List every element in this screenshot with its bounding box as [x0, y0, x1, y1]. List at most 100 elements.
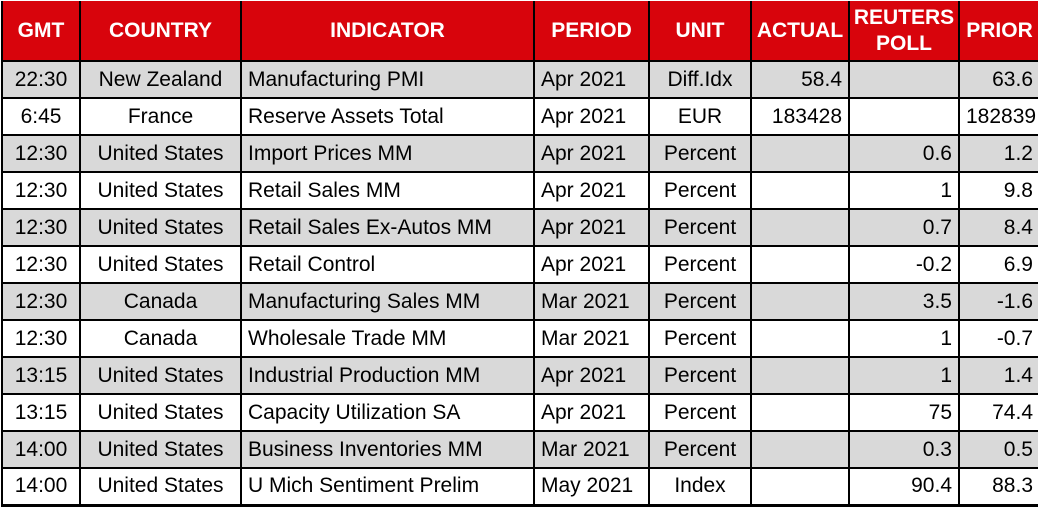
cell-unit: Percent: [648, 282, 752, 321]
header-prior: PRIOR: [958, 1, 1038, 62]
cell-actual: [750, 134, 850, 173]
cell-actual: [750, 208, 850, 247]
cell-unit: EUR: [648, 97, 752, 136]
cell-gmt: 12:30: [1, 319, 81, 358]
cell-gmt: 12:30: [1, 282, 81, 321]
cell-country: United States: [79, 208, 242, 247]
cell-unit: Percent: [648, 171, 752, 210]
cell-indicator: Business Inventories MM: [240, 430, 535, 469]
cell-poll: [848, 97, 960, 136]
cell-unit: Percent: [648, 356, 752, 395]
cell-country: Canada: [79, 319, 242, 358]
cell-period: Apr 2021: [533, 245, 650, 284]
cell-prior: 74.4: [958, 393, 1038, 432]
cell-period: Apr 2021: [533, 393, 650, 432]
cell-gmt: 12:30: [1, 134, 81, 173]
header-row: GMT COUNTRY INDICATOR PERIOD UNIT ACTUAL…: [1, 1, 1038, 62]
cell-country: United States: [79, 171, 242, 210]
cell-unit: Percent: [648, 134, 752, 173]
cell-country: United States: [79, 467, 242, 506]
cell-actual: [750, 319, 850, 358]
table-row: 12:30 Canada Wholesale Trade MM Mar 2021…: [1, 319, 1038, 358]
cell-gmt: 22:30: [1, 60, 81, 99]
cell-actual: [750, 467, 850, 506]
cell-actual: [750, 356, 850, 395]
cell-prior: 9.8: [958, 171, 1038, 210]
cell-country: United States: [79, 430, 242, 469]
table-row: 12:30 United States Retail Sales MM Apr …: [1, 171, 1038, 210]
cell-unit: Percent: [648, 319, 752, 358]
table-row: 6:45 France Reserve Assets Total Apr 202…: [1, 97, 1038, 136]
header-period: PERIOD: [533, 1, 650, 62]
cell-poll: 3.5: [848, 282, 960, 321]
cell-gmt: 14:00: [1, 430, 81, 469]
cell-actual: 183428: [750, 97, 850, 136]
cell-indicator: Import Prices MM: [240, 134, 535, 173]
cell-unit: Percent: [648, 245, 752, 284]
table-row: 14:00 United States Business Inventories…: [1, 430, 1038, 469]
cell-unit: Percent: [648, 430, 752, 469]
cell-country: United States: [79, 393, 242, 432]
cell-indicator: Retail Sales MM: [240, 171, 535, 210]
cell-poll: 0.6: [848, 134, 960, 173]
cell-period: Apr 2021: [533, 134, 650, 173]
header-country: COUNTRY: [79, 1, 242, 62]
cell-actual: 58.4: [750, 60, 850, 99]
table-row: 12:30 Canada Manufacturing Sales MM Mar …: [1, 282, 1038, 321]
cell-unit: Index: [648, 467, 752, 506]
cell-indicator: Manufacturing Sales MM: [240, 282, 535, 321]
cell-indicator: U Mich Sentiment Prelim: [240, 467, 535, 506]
table-row: 12:30 United States Retail Control Apr 2…: [1, 245, 1038, 284]
cell-poll: [848, 60, 960, 99]
cell-indicator: Industrial Production MM: [240, 356, 535, 395]
table-row: 22:30 New Zealand Manufacturing PMI Apr …: [1, 60, 1038, 99]
cell-prior: 6.9: [958, 245, 1038, 284]
cell-period: Apr 2021: [533, 208, 650, 247]
cell-period: Mar 2021: [533, 282, 650, 321]
cell-actual: [750, 171, 850, 210]
cell-poll: 75: [848, 393, 960, 432]
cell-poll: 1: [848, 356, 960, 395]
header-actual: ACTUAL: [750, 1, 850, 62]
cell-period: May 2021: [533, 467, 650, 506]
cell-poll: 0.3: [848, 430, 960, 469]
header-unit: UNIT: [648, 1, 752, 62]
cell-gmt: 12:30: [1, 245, 81, 284]
header-indicator: INDICATOR: [240, 1, 535, 62]
cell-country: Canada: [79, 282, 242, 321]
cell-period: Apr 2021: [533, 60, 650, 99]
cell-prior: 63.6: [958, 60, 1038, 99]
cell-gmt: 14:00: [1, 467, 81, 506]
cell-period: Apr 2021: [533, 356, 650, 395]
cell-gmt: 12:30: [1, 171, 81, 210]
header-gmt: GMT: [1, 1, 81, 62]
cell-prior: 88.3: [958, 467, 1038, 506]
table-row: 13:15 United States Industrial Productio…: [1, 356, 1038, 395]
cell-country: United States: [79, 245, 242, 284]
cell-actual: [750, 393, 850, 432]
table-row: 12:30 United States Retail Sales Ex-Auto…: [1, 208, 1038, 247]
cell-period: Mar 2021: [533, 319, 650, 358]
cell-indicator: Retail Control: [240, 245, 535, 284]
cell-unit: Diff.Idx: [648, 60, 752, 99]
cell-prior: -0.7: [958, 319, 1038, 358]
cell-prior: 182839: [958, 97, 1038, 136]
cell-actual: [750, 430, 850, 469]
cell-prior: 0.5: [958, 430, 1038, 469]
cell-actual: [750, 282, 850, 321]
cell-poll: -0.2: [848, 245, 960, 284]
cell-indicator: Wholesale Trade MM: [240, 319, 535, 358]
cell-period: Mar 2021: [533, 430, 650, 469]
cell-gmt: 12:30: [1, 208, 81, 247]
cell-prior: 8.4: [958, 208, 1038, 247]
cell-country: New Zealand: [79, 60, 242, 99]
cell-prior: 1.2: [958, 134, 1038, 173]
cell-poll: 0.7: [848, 208, 960, 247]
table-row: 13:15 United States Capacity Utilization…: [1, 393, 1038, 432]
header-reuters-poll: REUTERS POLL: [848, 1, 960, 62]
table-row: 12:30 United States Import Prices MM Apr…: [1, 134, 1038, 173]
cell-poll: 90.4: [848, 467, 960, 506]
cell-indicator: Capacity Utilization SA: [240, 393, 535, 432]
cell-indicator: Manufacturing PMI: [240, 60, 535, 99]
